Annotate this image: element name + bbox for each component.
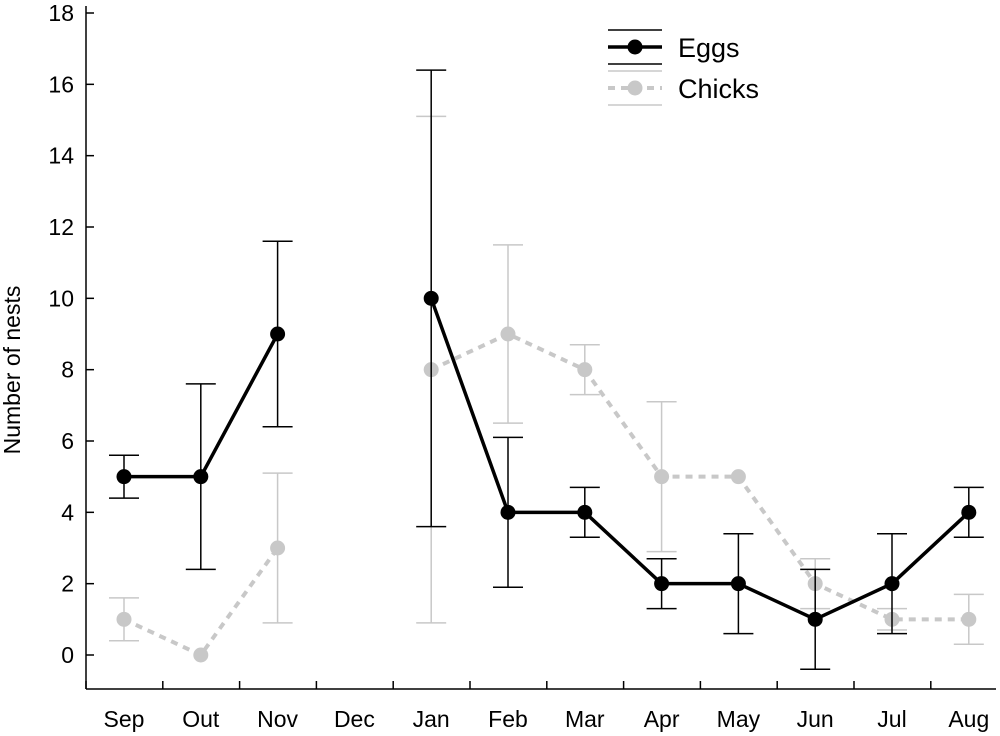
y-tick-label: 0 — [61, 642, 74, 668]
legend-label: Chicks — [678, 74, 759, 104]
data-point — [961, 504, 977, 520]
data-point — [193, 647, 209, 663]
data-point — [423, 290, 439, 306]
x-tick-label: Dec — [334, 706, 375, 732]
x-tick-label: Jul — [877, 706, 906, 732]
x-tick-label: Sep — [104, 706, 145, 732]
y-axis-title: Number of nests — [0, 286, 25, 455]
legend-marker — [627, 80, 643, 96]
data-point — [270, 540, 286, 556]
series-line — [430, 332, 969, 622]
x-tick-label: Jan — [413, 706, 450, 732]
data-point — [116, 611, 132, 627]
x-tick-label: Feb — [488, 706, 528, 732]
data-point — [193, 469, 209, 485]
y-tick-label: 4 — [61, 499, 74, 525]
x-tick-label: Jun — [797, 706, 834, 732]
x-tick-label: May — [717, 706, 761, 732]
x-tick-label: Aug — [948, 706, 989, 732]
y-tick-label: 18 — [48, 0, 74, 26]
data-point — [577, 362, 593, 378]
y-tick-label: 10 — [48, 285, 74, 311]
data-point — [961, 611, 977, 627]
data-point — [884, 576, 900, 592]
legend: Eggs Chicks — [608, 29, 759, 106]
y-tick-label: 14 — [48, 143, 74, 169]
data-point — [654, 576, 670, 592]
series-eggs — [109, 69, 984, 671]
axes: 0 2 4 6 8 10 12 14 16 18 Sep Out Nov Dec Jan Feb Mar Apr M… — [48, 0, 996, 732]
data-point — [730, 469, 746, 485]
y-tick-label: 6 — [61, 428, 74, 454]
series-chicks — [109, 115, 984, 663]
y-tick-label: 8 — [61, 357, 74, 383]
series-line — [429, 297, 970, 622]
data-point — [577, 504, 593, 520]
series-layer — [109, 69, 984, 671]
y-tick-label: 16 — [48, 71, 74, 97]
data-point — [807, 611, 823, 627]
x-tick-label: Nov — [257, 706, 298, 732]
legend-label: Eggs — [678, 33, 740, 63]
data-point — [730, 576, 746, 592]
x-tick-label: Apr — [644, 706, 680, 732]
data-point — [654, 469, 670, 485]
data-point — [270, 326, 286, 342]
x-tick-label: Out — [182, 706, 220, 732]
legend-marker — [627, 39, 643, 55]
y-tick-label: 12 — [48, 214, 74, 240]
data-point — [500, 326, 516, 342]
legend-item-eggs: Eggs — [608, 29, 740, 65]
y-tick-label: 2 — [61, 571, 74, 597]
data-point — [116, 469, 132, 485]
data-point — [500, 504, 516, 520]
legend-item-chicks: Chicks — [608, 70, 759, 106]
x-tick-label: Mar — [565, 706, 605, 732]
